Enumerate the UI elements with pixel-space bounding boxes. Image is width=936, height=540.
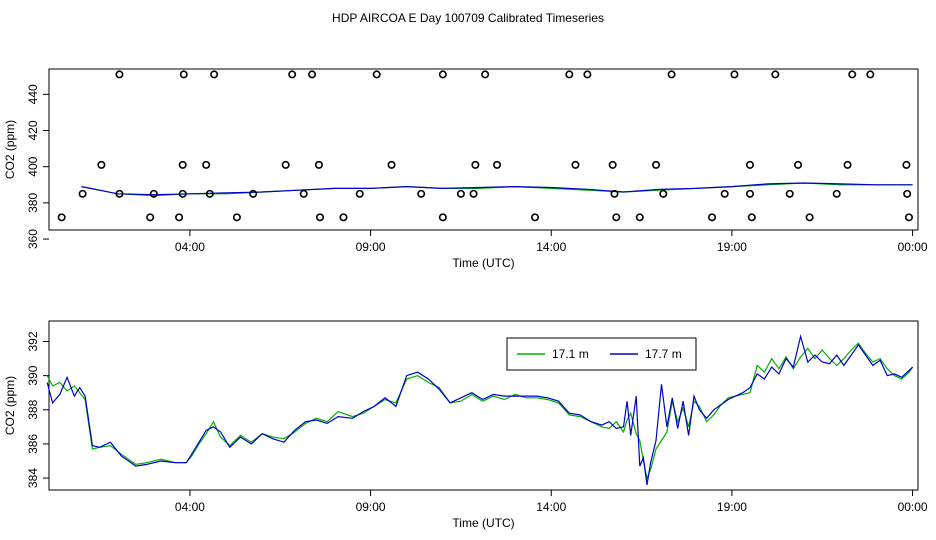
x-tick-label: 09:00: [356, 240, 386, 254]
series-line-blue: [46, 334, 914, 485]
plot-frame: [48, 320, 919, 491]
data-point: [481, 70, 490, 79]
data-point: [583, 70, 592, 79]
data-point: [355, 189, 364, 198]
data-point: [202, 160, 211, 169]
x-axis-label: Time (UTC): [452, 516, 514, 530]
y-axis-label: CO2 (ppm): [3, 376, 17, 435]
legend-label: 17.7 m: [645, 347, 682, 361]
top-panel: 04:00 09:00 14:00 19:00 00:00 Time (UTC) 360 38…: [3, 68, 928, 270]
data-point: [387, 160, 396, 169]
series-line-blue: [81, 182, 913, 196]
y-tick-label: 392: [26, 331, 40, 351]
data-point: [175, 213, 184, 222]
data-point: [904, 213, 913, 222]
data-point: [866, 70, 875, 79]
data-point: [288, 70, 297, 79]
x-tick-label: 00:00: [898, 500, 928, 514]
y-tick-label: 388: [26, 399, 40, 419]
data-point: [115, 70, 124, 79]
data-point: [149, 189, 158, 198]
x-tick-label: 14:00: [536, 240, 566, 254]
data-point: [471, 160, 480, 169]
bottom-panel: 04:00 09:00 14:00 19:00 00:00 Time (UTC) 384 38…: [3, 320, 928, 530]
y-tick-label: 420: [26, 120, 40, 140]
y-axis-label: CO2 (ppm): [3, 120, 17, 179]
data-point: [57, 213, 66, 222]
data-point: [115, 189, 124, 198]
data-point: [178, 160, 187, 169]
x-axis-label: Time (UTC): [452, 256, 514, 270]
data-point: [78, 189, 87, 198]
data-point: [281, 160, 290, 169]
data-point: [745, 160, 754, 169]
data-point: [438, 70, 447, 79]
data-point: [146, 213, 155, 222]
x-tick-label: 00:00: [898, 240, 928, 254]
data-point: [730, 70, 739, 79]
data-point: [745, 189, 754, 198]
data-point: [372, 70, 381, 79]
data-point: [179, 70, 188, 79]
data-point: [530, 213, 539, 222]
data-point: [315, 213, 324, 222]
y-tick-label: 380: [26, 193, 40, 213]
data-point: [747, 213, 756, 222]
data-point: [210, 70, 219, 79]
y-tick-label: 386: [26, 434, 40, 454]
data-point: [249, 189, 258, 198]
y-tick-label: 384: [26, 468, 40, 488]
data-point: [805, 213, 814, 222]
data-point: [314, 160, 323, 169]
data-point: [205, 189, 214, 198]
data-point: [771, 70, 780, 79]
data-point: [720, 189, 729, 198]
data-point: [659, 189, 668, 198]
x-tick-label: 04:00: [175, 240, 205, 254]
data-point: [667, 70, 676, 79]
data-point: [456, 189, 465, 198]
data-point: [565, 70, 574, 79]
x-tick-label: 19:00: [717, 500, 747, 514]
x-tick-label: 19:00: [717, 240, 747, 254]
data-point: [794, 160, 803, 169]
data-point: [652, 160, 661, 169]
series-line-green: [46, 342, 914, 481]
y-tick-label: 440: [26, 84, 40, 104]
plot-frame: [48, 68, 919, 231]
y-tick-label: 390: [26, 365, 40, 385]
y-tick-label: 360: [26, 229, 40, 249]
data-point: [785, 189, 794, 198]
data-point: [417, 189, 426, 198]
data-point: [469, 189, 478, 198]
chart-title: HDP AIRCOA E Day 100709 Calibrated Times…: [332, 11, 604, 25]
data-point: [178, 189, 187, 198]
data-point: [571, 160, 580, 169]
data-point: [848, 70, 857, 79]
data-point: [843, 160, 852, 169]
data-point: [438, 213, 447, 222]
data-point: [610, 189, 619, 198]
data-point: [708, 213, 717, 222]
data-point: [902, 160, 911, 169]
data-point: [299, 189, 308, 198]
data-point: [97, 160, 106, 169]
data-point: [308, 70, 317, 79]
data-point: [903, 189, 912, 198]
x-tick-label: 04:00: [175, 500, 205, 514]
legend-label: 17.1 m: [552, 347, 589, 361]
data-point: [832, 189, 841, 198]
y-tick-label: 400: [26, 156, 40, 176]
data-point: [493, 160, 502, 169]
data-point: [339, 213, 348, 222]
data-point: [608, 160, 617, 169]
x-tick-label: 14:00: [536, 500, 566, 514]
data-point: [635, 213, 644, 222]
x-tick-label: 09:00: [356, 500, 386, 514]
data-point: [612, 213, 621, 222]
data-point: [232, 213, 241, 222]
